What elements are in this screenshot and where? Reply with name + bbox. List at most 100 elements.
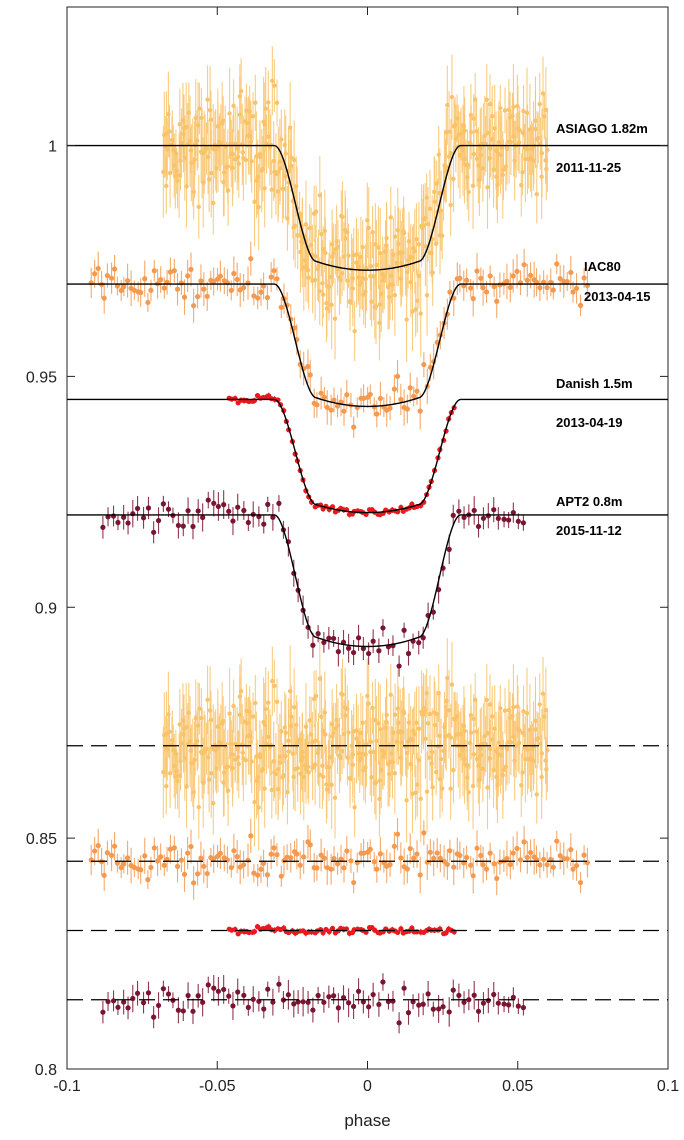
residual-point [138, 867, 144, 873]
data-point [188, 266, 194, 273]
data-point [484, 97, 489, 102]
residuals-3 [100, 973, 527, 1034]
residual-point [527, 849, 534, 856]
residual-point [328, 866, 334, 872]
residual-point [315, 992, 321, 999]
data-point [231, 103, 236, 109]
data-point [211, 200, 216, 206]
data-point [502, 108, 508, 113]
model-line-2 [67, 398, 668, 514]
data-point [414, 388, 420, 394]
series-label-name: ASIAGO 1.82m [556, 121, 648, 136]
residual-point [104, 850, 111, 856]
data-point [324, 404, 330, 411]
residual-point [480, 1000, 487, 1006]
data-point [206, 177, 212, 182]
residual-point [201, 863, 207, 869]
data-point [148, 287, 154, 293]
data-point [322, 228, 327, 234]
residual-point [504, 746, 510, 752]
data-point [344, 392, 350, 398]
data-point [544, 284, 550, 291]
residual-point [206, 777, 212, 782]
residual-point [121, 999, 127, 1005]
residual-point [340, 692, 345, 697]
data-point [185, 273, 191, 279]
residual-point [217, 850, 223, 856]
residual-point [405, 1010, 412, 1016]
residual-point [462, 728, 467, 734]
residual-point [491, 991, 497, 998]
residual-point [351, 879, 357, 886]
data-point [165, 506, 172, 512]
residual-point [514, 845, 520, 852]
residual-point [220, 718, 226, 724]
data-point [121, 284, 127, 290]
residual-point [274, 699, 280, 704]
data-point [380, 625, 386, 631]
data-point [238, 88, 244, 94]
residual-point [320, 763, 325, 768]
residual-point [510, 850, 516, 856]
residual-point [478, 852, 484, 859]
residual-point [367, 846, 373, 852]
data-point [181, 294, 188, 300]
residual-point [185, 850, 191, 856]
data-point [226, 508, 232, 514]
data-point [196, 204, 201, 209]
x-tick-label: -0.1 [53, 1078, 81, 1095]
residual-point [305, 764, 311, 769]
residual-point [160, 986, 166, 992]
data-point [307, 372, 313, 378]
residual-point [448, 735, 454, 740]
data-point [274, 100, 280, 105]
residual-point [488, 746, 493, 752]
data-point [376, 245, 381, 250]
residual-point [391, 843, 398, 849]
data-point [421, 499, 427, 505]
residual-point [521, 839, 527, 845]
data-point [449, 94, 455, 100]
data-point [374, 262, 379, 268]
residual-point [401, 985, 407, 991]
residual-point [490, 714, 495, 719]
residual-point [291, 705, 297, 710]
residual-point [418, 796, 423, 801]
residual-point [392, 712, 398, 718]
residual-point [188, 843, 194, 850]
residual-point [124, 855, 131, 861]
residual-point [295, 999, 301, 1005]
data-point [248, 139, 254, 145]
data-point [417, 408, 423, 414]
data-point [225, 188, 231, 193]
data-point [270, 514, 276, 520]
data-point [495, 515, 501, 521]
residual-point [438, 756, 444, 762]
data-point [274, 276, 280, 282]
residual-point [290, 751, 296, 757]
residual-point [498, 706, 503, 711]
residual-point [140, 1000, 147, 1006]
residual-point [331, 993, 337, 999]
data-point [405, 650, 412, 657]
data-point [507, 284, 513, 290]
residual-point [427, 849, 433, 855]
residual-point [409, 925, 415, 931]
residual-point [386, 771, 392, 777]
residual-point [394, 831, 401, 837]
residual-point [125, 1005, 131, 1011]
data-point [211, 500, 217, 506]
residual-point [177, 722, 183, 727]
residual-point [313, 693, 319, 699]
data-point [124, 278, 131, 284]
residual-point [178, 758, 183, 764]
data-point [425, 221, 431, 227]
residual-point [274, 852, 280, 858]
data-point [328, 407, 334, 413]
data-point [471, 507, 477, 514]
residual-point [190, 1008, 196, 1014]
residual-point [164, 784, 169, 789]
data-point [483, 289, 490, 295]
data-point [101, 295, 107, 301]
data-point [370, 229, 375, 235]
